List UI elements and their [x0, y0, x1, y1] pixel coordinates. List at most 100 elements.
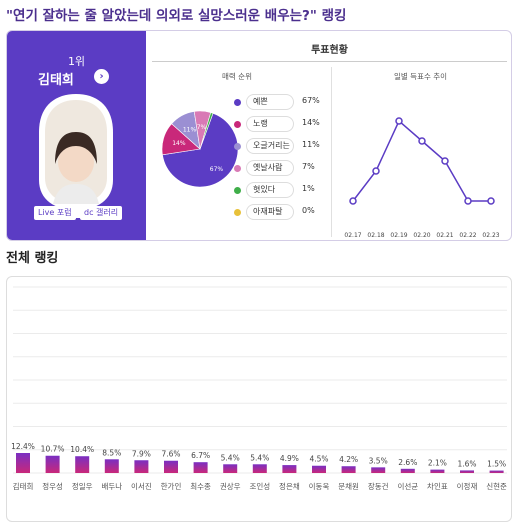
bar-category-label[interactable]: 문채원 [338, 481, 359, 491]
x-tick-label: 02.23 [482, 232, 499, 239]
legend-item: 노랭 14% [234, 116, 330, 138]
bar-category-label[interactable]: 신현준 [486, 482, 507, 491]
page-title: "연기 잘하는 줄 알았는데 의외로 실망스러운 배우는?" 랭킹 [6, 8, 347, 24]
legend-dot-icon [234, 187, 241, 194]
ranking-bar[interactable] [134, 460, 149, 473]
bar-category-label[interactable]: 김태희 [13, 481, 34, 491]
bar-category-label[interactable]: 한가인 [161, 481, 182, 491]
bar-value-label: 12.4% [11, 442, 35, 451]
bar-category-label[interactable]: 정일우 [72, 481, 93, 491]
winner-photo-frame [39, 94, 113, 218]
line-point [487, 197, 495, 205]
bar-category-label[interactable]: 이정재 [457, 481, 478, 491]
line-series [352, 119, 491, 202]
legend-item: 아재파탈 0% [234, 204, 330, 226]
bar-value-label: 7.9% [132, 449, 151, 458]
bar-category-label[interactable]: 이선균 [397, 481, 418, 491]
bar-value-label: 10.4% [70, 445, 94, 454]
bar-value-label: 8.5% [102, 448, 121, 457]
ranking-title: 전체 랭킹 [6, 251, 59, 266]
line-point [418, 137, 426, 145]
ranking-bar[interactable] [400, 468, 415, 473]
legend-dot-icon [234, 121, 241, 128]
ranking-bar[interactable] [252, 464, 267, 473]
pie-label: 67% [210, 166, 224, 173]
bar-category-label[interactable]: 최수종 [190, 481, 211, 491]
bar-value-label: 4.9% [280, 454, 299, 463]
legend-label[interactable]: 옛날사람 [246, 160, 294, 176]
legend-label[interactable]: 예쁜 [246, 94, 294, 110]
legend-percent: 1% [302, 184, 315, 193]
bar-category-label[interactable]: 배두나 [101, 482, 122, 491]
chevron-right-icon[interactable]: › [94, 69, 109, 84]
legend-label[interactable]: 노랭 [246, 116, 294, 132]
dc-gallery-button[interactable]: dc 갤러리 [80, 206, 123, 220]
legend-item: 예쁜 67% [234, 94, 330, 116]
ranking-bar[interactable] [45, 455, 60, 473]
pie-label: 11% [183, 127, 197, 134]
vote-status-panel: 투표현황 매력 순위 일별 득표수 추이 67% 14% 11% 7% 예쁜 67% 노랭… [146, 31, 511, 240]
charm-legend: 예쁜 67% 노랭 14% 오글거리는 11% 옛날사람 7% 혓있다 1% 아재파탈 0% [234, 94, 330, 226]
legend-percent: 7% [302, 162, 315, 171]
bar-value-label: 3.5% [369, 456, 388, 465]
divider [152, 61, 507, 62]
ranking-bar[interactable] [104, 459, 119, 473]
divider [331, 67, 332, 237]
legend-dot-icon [234, 143, 241, 150]
ranking-bar[interactable] [164, 460, 178, 473]
ranking-bar[interactable] [75, 456, 90, 473]
line-point [441, 157, 449, 165]
bar-category-label[interactable]: 권상우 [220, 481, 241, 491]
bar-value-label: 2.6% [398, 458, 417, 467]
bar-category-label[interactable]: 정우성 [42, 481, 63, 491]
legend-item: 옛날사람 7% [234, 160, 330, 182]
legend-percent: 67% [302, 96, 320, 105]
charm-pie-chart: 67% 14% 11% 7% [161, 110, 239, 188]
legend-label[interactable]: 혓있다 [246, 182, 294, 198]
legend-item: 혓있다 1% [234, 182, 330, 204]
pie-slice [199, 112, 214, 150]
x-tick-label: 02.22 [459, 232, 476, 239]
legend-label[interactable]: 아재파탈 [246, 204, 294, 220]
ranking-bar[interactable] [460, 470, 474, 473]
bar-value-label: 7.6% [161, 450, 180, 459]
ranking-bar[interactable] [341, 466, 356, 473]
line-point [372, 167, 380, 175]
legend-label[interactable]: 오글거리는 [246, 138, 294, 154]
ranking-bar[interactable] [223, 464, 238, 473]
ranking-bar[interactable] [16, 453, 30, 473]
bar-value-label: 5.4% [221, 453, 240, 462]
line-point [349, 197, 357, 205]
bar-category-label[interactable]: 차인표 [427, 481, 448, 491]
bar-category-label[interactable]: 장동건 [368, 481, 389, 491]
legend-dot-icon [234, 209, 241, 216]
bar-category-label[interactable]: 이서진 [131, 481, 152, 491]
legend-percent: 0% [302, 206, 315, 215]
winner-rank: 1위 [67, 55, 86, 68]
live-forum-button[interactable]: Live 포럼 [34, 206, 76, 220]
x-tick-label: 02.21 [436, 232, 453, 239]
bar-category-label[interactable]: 조인성 [249, 481, 270, 491]
pie-label: 7% [197, 124, 207, 131]
vote-card: 1위 김태희 › Live 포럼 dc 갤러리 투표현황 매력 순위 일별 득표… [6, 30, 512, 241]
ranking-bar[interactable] [371, 467, 386, 473]
bar-value-label: 1.5% [487, 460, 506, 469]
daily-votes-title: 일별 득표수 추이 [394, 72, 448, 81]
winner-name[interactable]: 김태희 [38, 73, 74, 88]
ranking-bar-chart: 12.4% 김태희 10.7% 정우성 10.4% 정일우 8.5% 배두나 7.9% 이서진 7.… [11, 286, 507, 491]
ranking-bar[interactable] [282, 465, 297, 473]
ranking-bar[interactable] [312, 465, 326, 473]
bar-value-label: 5.4% [250, 453, 269, 462]
bar-category-label[interactable]: 정은채 [279, 481, 300, 491]
bar-value-label: 6.7% [191, 451, 210, 460]
legend-dot-icon [234, 165, 241, 172]
legend-percent: 14% [302, 118, 320, 127]
ranking-bar[interactable] [489, 470, 504, 473]
ranking-bar[interactable] [193, 462, 208, 473]
ranking-bar[interactable] [430, 469, 445, 473]
bar-value-label: 4.5% [309, 455, 328, 464]
bar-category-label[interactable]: 이동욱 [309, 481, 330, 491]
bar-value-label: 2.1% [428, 459, 447, 468]
line-point [464, 197, 472, 205]
x-tick-label: 02.20 [413, 232, 430, 239]
